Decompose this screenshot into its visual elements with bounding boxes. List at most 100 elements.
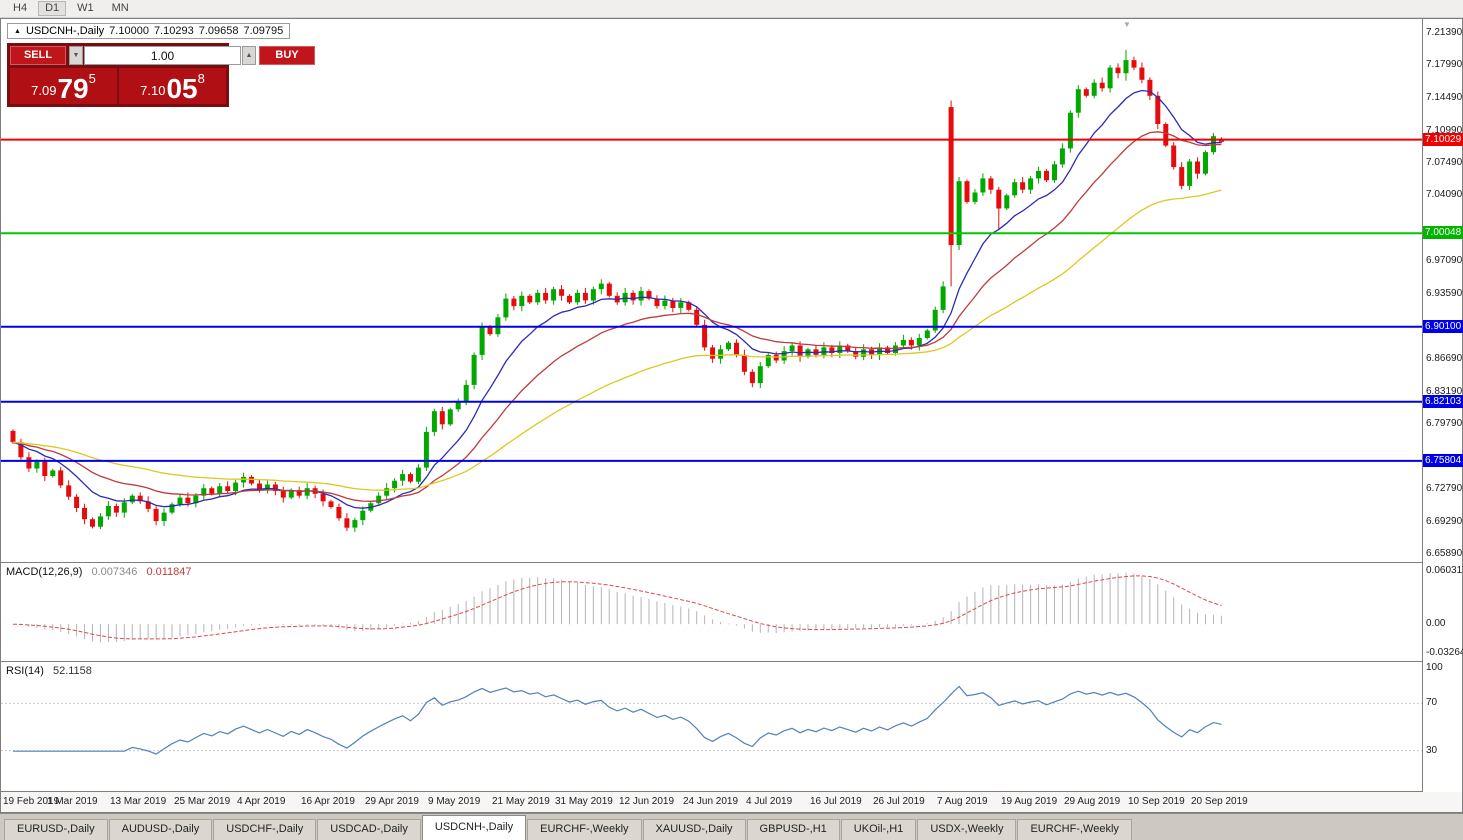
price-level-badge: 6.82103 <box>1423 395 1463 408</box>
price-tick-label: 6.97090 <box>1426 255 1463 266</box>
time-axis[interactable]: 19 Feb 2019 1 Mar 2019 13 Mar 2019 25 Mar 2… <box>1 792 1462 812</box>
chart-tab-usdcad-daily[interactable]: USDCAD-,Daily <box>317 819 421 840</box>
price-tick-label: 6.86690 <box>1426 353 1463 364</box>
timeframe-button-w1[interactable]: W1 <box>70 1 101 16</box>
price-plot[interactable] <box>1 19 1422 562</box>
macd-indicator-name: MACD(12,26,9) <box>6 566 83 578</box>
trade-prices-row: 7.09 79 5 7.10 05 8 <box>10 68 226 104</box>
rsi-line <box>13 685 1222 755</box>
timeframe-button-h4[interactable]: H4 <box>6 1 34 16</box>
rsi-panel[interactable]: RSI(14) 52.1158 <box>1 662 1422 791</box>
macd-panel[interactable]: MACD(12,26,9) 0.007346 0.011847 <box>1 563 1422 661</box>
price-tick-label: 7.04090 <box>1426 189 1463 200</box>
lot-increase-button[interactable]: ▲ <box>242 46 256 65</box>
panel-separator[interactable] <box>1 562 1462 563</box>
price-tick-label: 7.07490 <box>1426 157 1463 168</box>
timeframe-toolbar: H4 D1 W1 MN <box>0 0 1463 18</box>
panel-separator[interactable] <box>1 661 1462 662</box>
trade-controls-row: SELL ▼ ▲ BUY <box>10 46 315 65</box>
chart-tab-audusd-daily[interactable]: AUDUSD-,Daily <box>108 819 213 840</box>
date-tick-label: 4 Jul 2019 <box>746 796 793 807</box>
sell-price-big-digits: 79 <box>57 73 89 105</box>
panel-separator[interactable] <box>1 791 1462 792</box>
date-tick-label: 24 Jun 2019 <box>683 796 739 807</box>
sell-price-base: 7.09 <box>31 83 57 98</box>
date-tick-label: 16 Apr 2019 <box>301 796 355 807</box>
chart-tab-eurchf-weekly[interactable]: EURCHF-,Weekly <box>1017 819 1132 840</box>
macd-tick-label: 0.00 <box>1426 618 1446 629</box>
rsi-indicator-name: RSI(14) <box>6 665 44 677</box>
macd-histogram <box>20 572 1222 643</box>
price-chart-panel[interactable]: ▼ ▲ USDCNH-,Daily 7.10000 7.10293 7.0965… <box>1 19 1422 562</box>
macd-tick-label: -0.032648 <box>1426 647 1463 658</box>
moving-averages <box>12 89 1222 509</box>
price-tick-label: 7.17990 <box>1426 59 1463 70</box>
date-tick-label: 20 Sep 2019 <box>1191 796 1248 807</box>
lot-size-input[interactable] <box>84 46 241 65</box>
candles <box>10 49 1224 532</box>
chart-tab-usdcnh-daily[interactable]: USDCNH-,Daily <box>421 815 527 840</box>
timeframe-button-mn[interactable]: MN <box>105 1 136 16</box>
macd-plot <box>12 572 1222 643</box>
macd-label-row: MACD(12,26,9) 0.007346 0.011847 <box>6 566 192 578</box>
chart-tab-eurusd-daily[interactable]: EURUSD-,Daily <box>4 819 108 840</box>
date-tick-label: 29 Apr 2019 <box>365 796 419 807</box>
price-tick-label: 7.10990 <box>1426 125 1463 136</box>
ohlc-close-value: 7.09795 <box>243 25 284 37</box>
lot-size-control: ▼ ▲ <box>69 46 256 65</box>
date-tick-label: 9 May 2019 <box>428 796 481 807</box>
date-tick-label: 19 Feb 2019 <box>3 796 60 807</box>
price-level-badge: 6.75804 <box>1423 454 1463 467</box>
macd-tick-label: 0.060317 <box>1426 565 1463 576</box>
price-axis[interactable]: 7.21390 7.17990 7.14490 7.10990 7.07490 7.040… <box>1422 19 1463 792</box>
date-tick-label: 29 Aug 2019 <box>1064 796 1121 807</box>
price-tick-label: 6.65890 <box>1426 548 1463 559</box>
buy-price-button[interactable]: 7.10 05 8 <box>119 68 226 104</box>
chart-tab-usdx-weekly[interactable]: USDX-,Weekly <box>917 819 1017 840</box>
price-level-badge: 7.00048 <box>1423 226 1463 239</box>
chart-shift-marker-icon: ▼ <box>1123 20 1131 29</box>
chart-title: ▲ USDCNH-,Daily 7.10000 7.10293 7.09658 … <box>7 23 291 39</box>
macd-current-value: 0.007346 <box>91 566 138 578</box>
sell-price-button[interactable]: 7.09 79 5 <box>10 68 117 104</box>
chart-tab-usdchf-daily[interactable]: USDCHF-,Daily <box>213 819 317 840</box>
ohlc-high-value: 7.10293 <box>153 25 194 37</box>
date-tick-label: 7 Aug 2019 <box>937 796 988 807</box>
buy-price-big-digits: 05 <box>166 73 198 105</box>
price-level-badge: 7.10029 <box>1423 133 1463 146</box>
date-tick-label: 16 Jul 2019 <box>810 796 862 807</box>
rsi-current-value: 52.1158 <box>52 665 92 677</box>
price-tick-label: 6.93590 <box>1426 288 1463 299</box>
lot-decrease-button[interactable]: ▼ <box>69 46 83 65</box>
chart-tab-xauusd-daily[interactable]: XAUUSD-,Daily <box>642 819 746 840</box>
price-tick-label: 6.69290 <box>1426 516 1463 527</box>
chart-tab-ukoil-h1[interactable]: UKOil-,H1 <box>840 819 917 840</box>
timeframe-button-d1[interactable]: D1 <box>38 1 67 16</box>
macd-signal-line <box>12 575 1222 640</box>
rsi-plot <box>1 685 1422 755</box>
chart-tab-eurchf-weekly[interactable]: EURCHF-,Weekly <box>527 819 642 840</box>
rsi-tick-label: 100 <box>1426 662 1443 673</box>
buy-button[interactable]: BUY <box>259 46 315 65</box>
date-tick-label: 1 Mar 2019 <box>47 796 98 807</box>
chart-window: ▼ ▲ USDCNH-,Daily 7.10000 7.10293 7.0965… <box>0 18 1463 813</box>
sell-price-pip-digit: 5 <box>88 71 96 86</box>
one-click-expander-icon[interactable]: ▲ <box>14 27 21 35</box>
date-tick-label: 26 Jul 2019 <box>873 796 925 807</box>
price-level-badge: 6.90100 <box>1423 320 1463 333</box>
rsi-tick-label: 70 <box>1426 697 1438 708</box>
chart-symbol-label: USDCNH-,Daily <box>25 25 105 37</box>
date-tick-label: 10 Sep 2019 <box>1128 796 1185 807</box>
date-tick-label: 12 Jun 2019 <box>619 796 675 807</box>
ohlc-open-value: 7.10000 <box>109 25 149 37</box>
sell-button[interactable]: SELL <box>10 46 66 65</box>
rsi-tick-label: 30 <box>1426 745 1438 756</box>
ohlc-low-value: 7.09658 <box>198 25 239 37</box>
date-tick-label: 21 May 2019 <box>492 796 550 807</box>
date-tick-label: 4 Apr 2019 <box>237 796 286 807</box>
horizontal-level-lines <box>1 138 1422 462</box>
macd-signal-value: 0.011847 <box>146 566 192 578</box>
price-tick-label: 6.72790 <box>1426 483 1463 494</box>
one-click-trading-panel: SELL ▼ ▲ BUY 7.09 79 5 7.10 <box>7 43 315 107</box>
chart-tab-gbpusd-h1[interactable]: GBPUSD-,H1 <box>746 819 840 840</box>
